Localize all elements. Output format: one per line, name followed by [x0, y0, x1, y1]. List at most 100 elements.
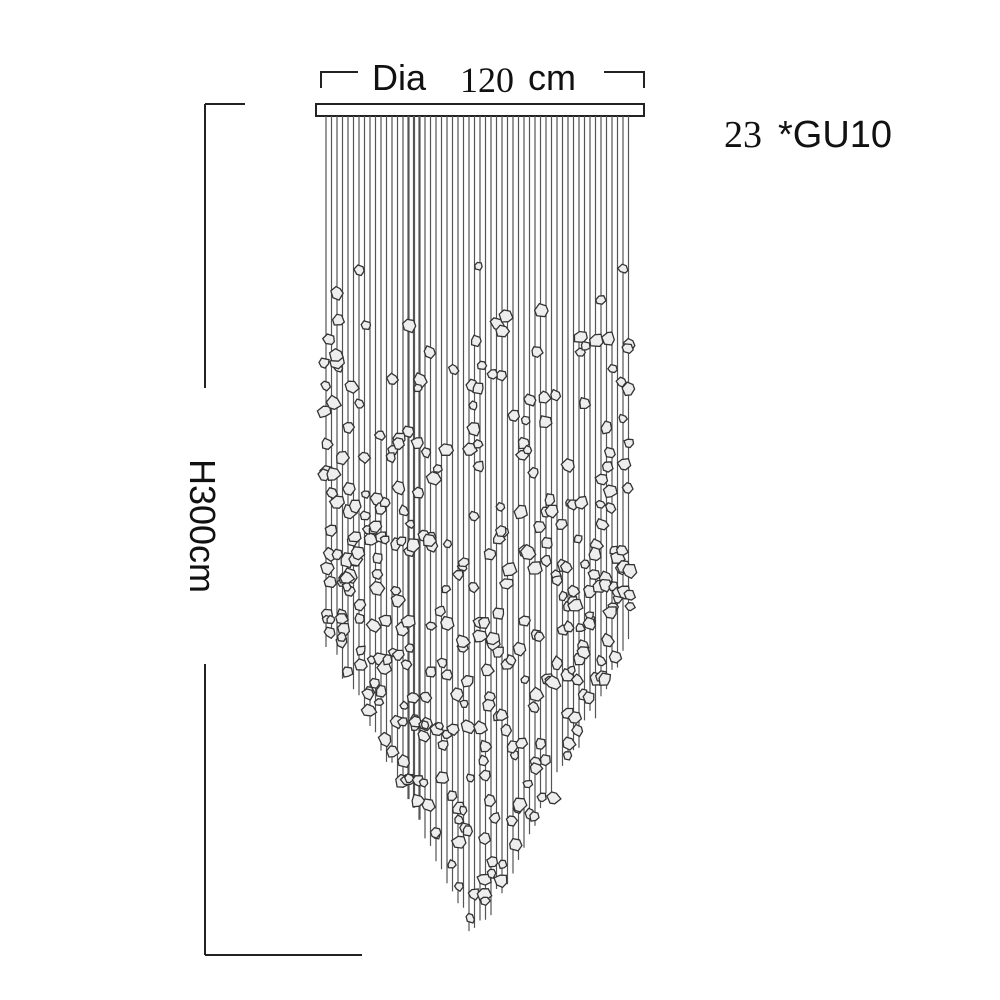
crystal — [550, 388, 562, 402]
crystal — [515, 737, 529, 749]
crystal — [391, 480, 406, 496]
crystal — [373, 698, 385, 706]
crystal — [404, 519, 416, 530]
crystal — [604, 502, 617, 515]
crystal — [400, 614, 416, 628]
crystal — [573, 534, 583, 544]
crystal — [326, 466, 342, 481]
crystal — [582, 616, 597, 631]
crystal — [371, 569, 384, 581]
diameter-value: 120 — [460, 60, 514, 100]
crystal — [350, 546, 366, 561]
crystal — [446, 723, 460, 737]
crystal — [501, 562, 518, 577]
crystal — [453, 882, 464, 893]
crystal — [536, 792, 547, 803]
crystal — [467, 888, 480, 901]
crystal — [330, 285, 344, 301]
crystal — [321, 333, 335, 346]
crystal — [486, 868, 497, 879]
crystal — [328, 495, 346, 509]
crystal — [523, 393, 537, 407]
crystal — [495, 324, 511, 338]
crystal — [354, 398, 365, 409]
crystal — [455, 634, 471, 649]
crystal — [529, 686, 545, 702]
crystal — [509, 837, 523, 852]
crystal — [492, 607, 505, 620]
crystal — [336, 450, 351, 466]
crystal — [588, 546, 602, 562]
crystal — [602, 606, 617, 620]
canopy — [315, 103, 645, 117]
crystal — [342, 421, 356, 434]
crystal — [493, 874, 508, 889]
crystal — [398, 504, 410, 517]
height-dimension — [204, 103, 362, 956]
crystal — [326, 614, 336, 625]
crystal — [368, 580, 386, 596]
crystal — [512, 641, 527, 657]
crystal — [479, 739, 493, 753]
crystal — [580, 340, 591, 351]
crystal — [494, 525, 507, 538]
crystal — [603, 446, 616, 459]
crystal — [341, 582, 352, 592]
crystal — [518, 615, 531, 627]
crystal — [563, 620, 575, 633]
crystal — [460, 719, 477, 735]
crystal — [403, 773, 416, 784]
crystal — [390, 593, 406, 608]
crystal — [368, 677, 380, 689]
crystal — [451, 569, 464, 582]
crystal — [417, 729, 431, 743]
crystal — [621, 381, 636, 397]
crystal — [318, 357, 330, 369]
bulb-count: 23 — [724, 114, 762, 156]
crystal — [574, 495, 589, 510]
crystal — [375, 684, 387, 698]
crystal — [334, 613, 350, 625]
crystal — [495, 501, 506, 512]
crystal — [420, 446, 432, 459]
crystal — [576, 646, 591, 660]
crystal — [598, 578, 612, 593]
crystal — [460, 674, 474, 688]
crystal — [359, 510, 372, 521]
crystal — [496, 369, 508, 382]
crystal — [595, 517, 610, 531]
crystal — [527, 466, 539, 479]
crystal — [498, 309, 514, 323]
crystal — [539, 415, 553, 429]
crystal — [533, 520, 547, 534]
crystal — [406, 538, 421, 553]
crystal — [527, 561, 543, 575]
crystal — [447, 790, 458, 802]
crystal — [466, 422, 481, 437]
crystal — [478, 769, 491, 782]
crystal — [472, 629, 488, 643]
crystal — [467, 581, 480, 594]
crystal — [321, 437, 334, 451]
crystal — [473, 261, 483, 271]
crystal — [434, 605, 447, 618]
crystal — [391, 649, 405, 661]
crystal — [495, 708, 509, 721]
crystal — [425, 621, 438, 631]
diameter-unit: cm — [528, 57, 576, 98]
crystal — [505, 815, 519, 827]
crystal — [353, 598, 367, 612]
crystal — [360, 703, 378, 717]
crystal — [360, 320, 372, 331]
crystal — [570, 673, 585, 686]
crystal — [559, 560, 573, 574]
crystal — [472, 382, 484, 395]
crystal — [382, 653, 393, 666]
crystal — [567, 711, 583, 724]
crystal — [520, 675, 530, 685]
crystal — [488, 812, 501, 824]
crystals — [316, 261, 638, 924]
crystal — [379, 496, 391, 508]
crystal — [396, 536, 407, 547]
crystal — [440, 669, 454, 681]
